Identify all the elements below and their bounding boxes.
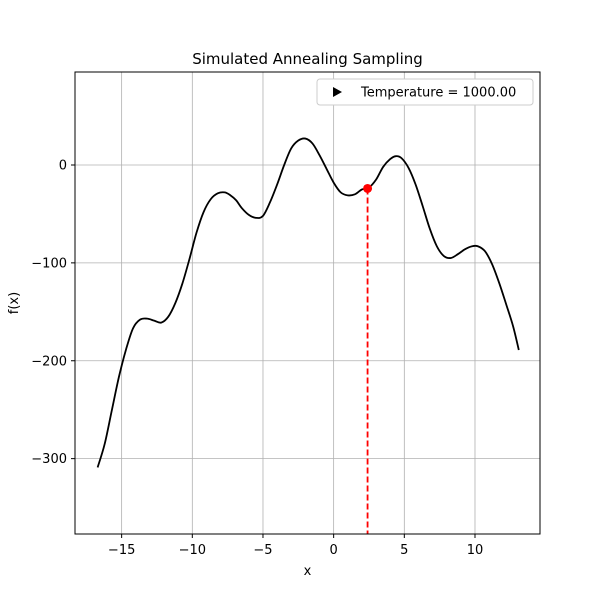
plot-frame [74, 71, 541, 535]
y-tick-label: −200 [31, 354, 67, 369]
ticks: −15 −10 −5 0 5 10 −300 −200 −100 0 [31, 158, 483, 558]
y-tick-label: −300 [31, 452, 67, 467]
legend-label: Temperature = 1000.00 [360, 86, 516, 101]
x-tick-label: −15 [108, 543, 135, 558]
x-tick-label: 0 [330, 543, 338, 558]
y-tick-label: 0 [59, 158, 67, 173]
x-tick-label: 5 [400, 543, 408, 558]
legend-marker-triangle-icon [333, 87, 342, 97]
x-tick-label: −5 [253, 543, 272, 558]
series-line [96, 137, 520, 468]
y-axis-label: f(x) [7, 292, 22, 314]
series-layer [96, 137, 520, 468]
chart-title: Simulated Annealing Sampling [192, 50, 423, 68]
grid [75, 72, 540, 534]
sample-point [363, 183, 373, 193]
x-tick-label: 10 [467, 543, 484, 558]
y-tick-label: −100 [31, 256, 67, 271]
legend: Temperature = 1000.00 [316, 78, 534, 106]
legend-box [316, 78, 534, 106]
x-axis-label: x [304, 564, 312, 579]
highlight-layer [363, 183, 373, 534]
x-tick-label: −10 [179, 543, 206, 558]
